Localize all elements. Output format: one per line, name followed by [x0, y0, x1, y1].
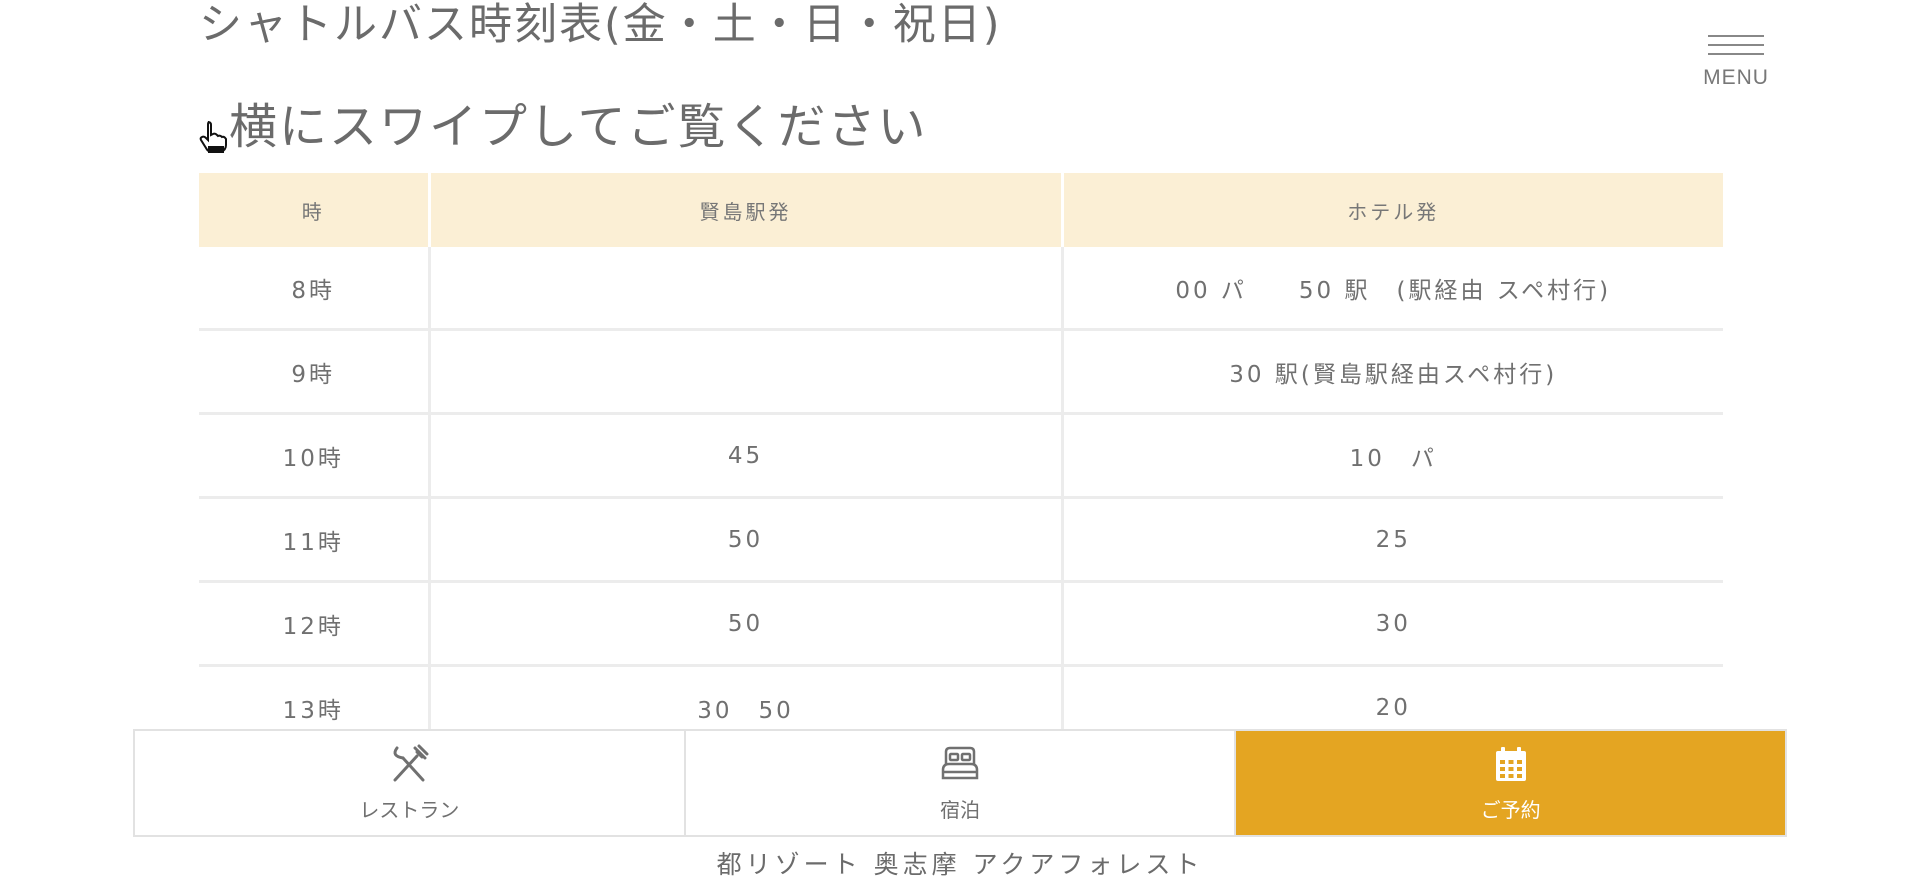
hotel-cell: 25: [1062, 497, 1723, 583]
hour-cell: 10時: [199, 413, 431, 499]
hotel-cell: 00 パ 50 駅 (駅経由 スペ村行): [1062, 247, 1723, 331]
hotel-name: 都リゾート 奥志摩 アクアフォレスト: [716, 850, 1204, 879]
table-row: 8時 00 パ 50 駅 (駅経由 スペ村行): [199, 247, 1723, 331]
hour-cell: 12時: [199, 581, 431, 667]
swipe-hint-text: 横にスワイプしてご覧ください: [229, 99, 928, 155]
hour-cell: 11時: [199, 497, 431, 583]
kashikojima-cell: 45: [429, 413, 1064, 499]
stay-button[interactable]: 宿泊: [686, 731, 1237, 835]
header-hotel-departure: ホテル発: [1062, 173, 1723, 247]
kashikojima-cell: 50: [429, 497, 1064, 583]
page-title: シャトルバス時刻表(金・土・日・祝日): [199, 0, 1002, 50]
shuttle-timetable: 時 賢島駅発 ホテル発 8時 00 パ 50 駅 (駅経由 スペ村行) 9時 3…: [199, 173, 1723, 751]
table-row: 12時 50 30: [199, 581, 1723, 667]
restaurant-icon: [393, 744, 429, 781]
restaurant-button[interactable]: レストラン: [135, 731, 686, 835]
bottom-nav: レストラン 宿泊 ご予約: [133, 729, 1787, 837]
restaurant-label: レストラン: [359, 797, 460, 822]
reservation-button[interactable]: ご予約: [1236, 731, 1786, 835]
hand-pointer-icon: [199, 121, 227, 153]
reservation-label: ご予約: [1480, 797, 1541, 822]
swipe-hint: 横にスワイプしてご覧ください: [199, 96, 928, 158]
calendar-icon: [1495, 746, 1526, 781]
hotel-cell: 30 駅(賢島駅経由スペ村行): [1062, 329, 1723, 415]
hotel-cell: 30: [1062, 581, 1723, 667]
stay-label: 宿泊: [940, 797, 980, 822]
table-row: 11時 50 25: [199, 497, 1723, 583]
hour-cell: 8時: [199, 247, 431, 331]
kashikojima-cell: [429, 329, 1064, 415]
hotel-cell: 10 パ: [1062, 413, 1723, 499]
bed-icon: [941, 746, 979, 779]
hour-cell: 9時: [199, 329, 431, 415]
table-header-row: 時 賢島駅発 ホテル発: [199, 173, 1723, 247]
table-row: 10時 45 10 パ: [199, 413, 1723, 499]
menu-label: MENU: [1703, 66, 1769, 89]
kashikojima-cell: 50: [429, 581, 1064, 667]
header-kashikojima-departure: 賢島駅発: [429, 173, 1064, 247]
header-hour: 時: [199, 173, 431, 247]
table-row: 9時 30 駅(賢島駅経由スペ村行): [199, 329, 1723, 415]
kashikojima-cell: [429, 247, 1064, 331]
hamburger-icon: [1708, 35, 1764, 55]
menu-button[interactable]: MENU: [1696, 30, 1776, 94]
